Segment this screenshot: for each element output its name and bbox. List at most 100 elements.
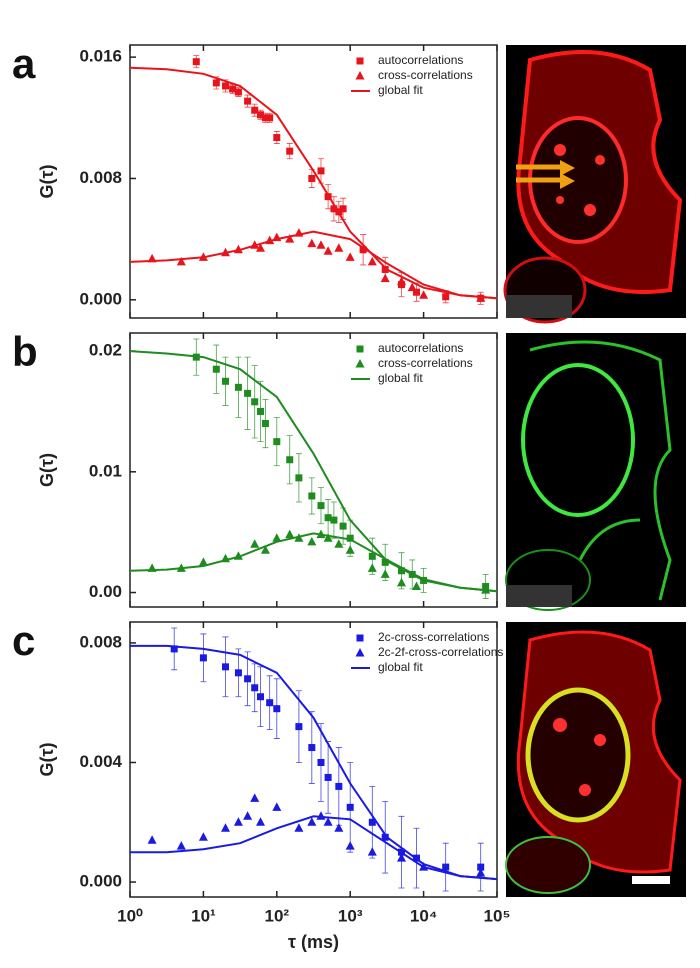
data-point	[359, 246, 367, 254]
data-point	[273, 438, 281, 446]
data-point	[295, 474, 303, 482]
data-point	[256, 817, 266, 826]
y-tick-label: 0.008	[79, 632, 122, 651]
data-point	[380, 273, 390, 283]
data-point	[147, 835, 157, 844]
data-point	[261, 420, 269, 428]
legend-marker	[355, 648, 365, 657]
legend-marker	[355, 71, 365, 80]
legend-label: global fit	[378, 660, 423, 674]
data-point	[192, 58, 200, 66]
data-point	[212, 79, 220, 87]
x-tick-label: 10¹	[191, 906, 216, 925]
chart-panel: c G(τ) 0.000 0.004 0.008 10⁰ 10¹ 10² 10³ 10⁴ 10⁵ τ …	[12, 617, 510, 952]
y-tick-label: 0.01	[89, 461, 122, 480]
data-point	[266, 699, 274, 707]
data-point	[308, 744, 316, 752]
data-point	[260, 545, 270, 554]
data-point	[198, 832, 208, 841]
data-point	[294, 823, 304, 832]
data-point	[272, 533, 282, 542]
data-point	[411, 581, 421, 590]
panel-label: a	[12, 40, 36, 87]
data-point	[317, 758, 325, 766]
fit-line	[130, 644, 498, 881]
data-point	[381, 558, 389, 566]
data-point	[243, 811, 253, 820]
data-point	[198, 557, 208, 566]
data-point	[273, 705, 281, 713]
data-point	[229, 85, 237, 93]
data-point	[308, 492, 316, 500]
legend-label: global fit	[378, 83, 423, 97]
data-point	[419, 290, 429, 299]
data-point	[212, 365, 220, 373]
legend-label: global fit	[378, 371, 423, 385]
y-tick-label: 0.008	[79, 168, 122, 187]
legend-label: 2c-cross-correlations	[378, 630, 489, 644]
data-point	[345, 841, 355, 850]
fit-line	[130, 815, 498, 881]
data-point	[381, 833, 389, 841]
data-point	[442, 293, 450, 301]
data-point	[412, 288, 420, 296]
fit-line	[129, 66, 498, 300]
data-point	[442, 863, 450, 871]
data-point	[323, 533, 333, 542]
x-tick-label: 10⁴	[410, 906, 437, 925]
plot-frame	[129, 44, 498, 319]
fit-line	[129, 230, 498, 300]
data-point	[261, 114, 269, 122]
data-point	[285, 234, 295, 243]
data-point	[339, 205, 347, 213]
legend-label: autocorrelations	[378, 53, 463, 67]
data-point	[316, 240, 326, 249]
data-point	[251, 106, 259, 114]
y-tick-label: 0.000	[79, 289, 122, 308]
data-point	[199, 654, 207, 662]
data-point	[324, 773, 332, 781]
data-point	[368, 552, 376, 560]
data-point	[381, 265, 389, 273]
data-point	[308, 174, 316, 182]
data-point	[221, 82, 229, 90]
data-point	[307, 817, 317, 826]
data-point	[234, 669, 242, 677]
panel-label: b	[12, 328, 38, 375]
data-point	[256, 243, 266, 252]
data-point	[323, 817, 333, 826]
x-tick-label: 10⁰	[117, 906, 143, 925]
fit-line	[129, 532, 498, 593]
data-point	[397, 853, 407, 862]
y-tick-label: 0.016	[79, 47, 122, 66]
data-point	[251, 398, 259, 406]
data-point	[233, 817, 243, 826]
x-tick-label: 10³	[338, 906, 363, 925]
data-point	[407, 282, 417, 292]
plot-frame	[129, 621, 498, 898]
y-tick-label: 0.00	[89, 582, 122, 601]
data-point	[272, 802, 282, 811]
y-axis-label: G(τ)	[37, 453, 57, 487]
data-point	[266, 114, 274, 122]
data-point	[397, 577, 407, 587]
fit-line	[129, 350, 498, 593]
data-point	[334, 243, 344, 252]
data-point	[257, 407, 265, 415]
legend-label: 2c-2f-cross-correlations	[378, 645, 503, 659]
data-point	[285, 529, 295, 539]
data-point	[334, 539, 344, 548]
panel-label: c	[12, 617, 35, 664]
data-point	[286, 456, 294, 464]
data-point	[250, 793, 260, 802]
data-point	[345, 252, 355, 261]
data-point	[398, 567, 406, 575]
legend-marker	[356, 57, 364, 65]
data-point	[220, 823, 230, 832]
y-tick-label: 0.000	[79, 872, 122, 891]
data-point	[367, 563, 377, 572]
data-point	[316, 811, 326, 820]
legend-label: cross-correlations	[378, 356, 473, 370]
data-point	[170, 645, 178, 653]
data-point	[476, 868, 486, 877]
